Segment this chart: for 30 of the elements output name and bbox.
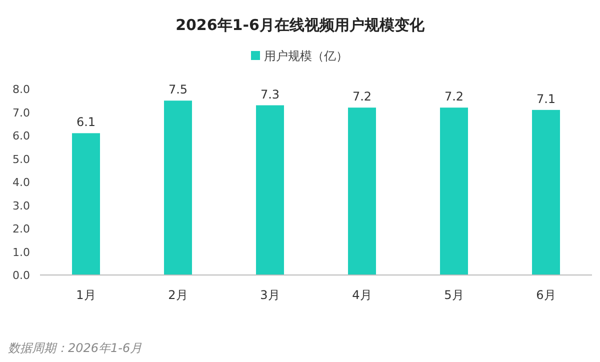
chart-title: 2026年1-6月在线视频用户规模变化 [176, 16, 426, 34]
legend-label: 用户规模（亿） [264, 49, 348, 63]
x-tick-label: 2月 [168, 288, 188, 302]
bar [72, 133, 100, 275]
y-tick-label: 4.0 [12, 176, 30, 189]
x-tick-label: 3月 [260, 288, 280, 302]
bar [164, 100, 192, 275]
y-tick-label: 0.0 [12, 269, 30, 282]
x-tick-label: 5月 [444, 288, 464, 302]
y-tick-label: 1.0 [12, 246, 30, 259]
y-tick-label: 8.0 [12, 83, 30, 96]
data-label: 7.2 [444, 90, 464, 104]
x-tick-label: 1月 [76, 288, 96, 302]
y-tick-label: 6.0 [12, 130, 30, 142]
data-label: 6.1 [76, 115, 96, 130]
text: 数据周期：2026年1-6月 [8, 341, 142, 355]
bar [440, 108, 468, 275]
data-label: 7.2 [352, 90, 372, 104]
y-tick-label: 5.0 [12, 152, 30, 166]
data-label: 7.1 [536, 92, 556, 106]
y-tick-label: 3.0 [12, 199, 30, 212]
x-tick-label: 6月 [536, 288, 556, 302]
bar [532, 110, 560, 275]
bar [348, 108, 376, 275]
data-label: 7.5 [168, 82, 188, 97]
y-tick-label: 7.0 [12, 106, 30, 120]
x-tick-label: 4月 [352, 288, 372, 302]
y-tick-label: 2.0 [12, 222, 30, 236]
bar [256, 105, 284, 275]
data-label: 7.3 [260, 87, 280, 102]
